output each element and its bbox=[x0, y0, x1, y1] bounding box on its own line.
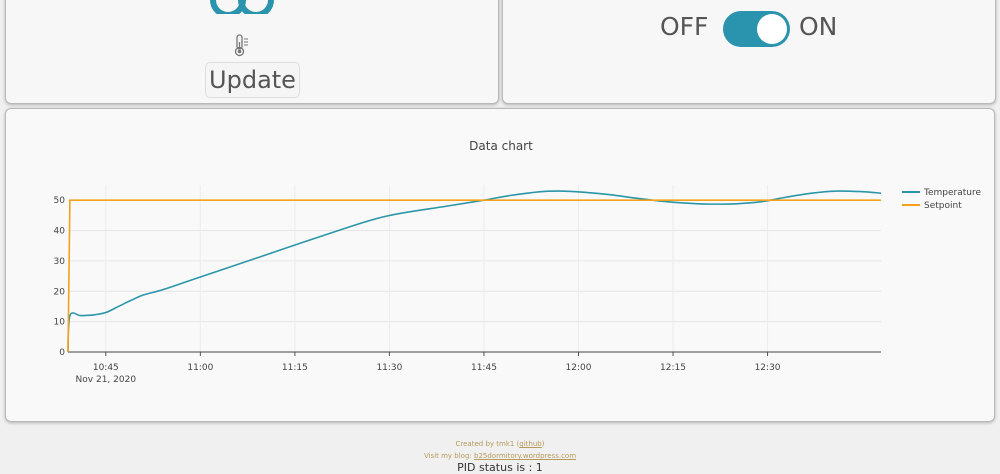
series-line-temperature bbox=[67, 190, 882, 353]
footer-created: Created by tmk1 (github) bbox=[455, 440, 545, 448]
update-button[interactable]: Update bbox=[205, 62, 300, 98]
chart-title: Data chart bbox=[469, 139, 533, 153]
footer-blog: Visit my blog: b25dormitory.wordpress.co… bbox=[423, 452, 577, 460]
chart-card bbox=[5, 108, 995, 422]
x-tick-label: 11:30 bbox=[376, 363, 402, 373]
y-tick-label: 20 bbox=[54, 287, 66, 297]
series-line-setpoint bbox=[67, 199, 881, 353]
y-tick-label: 50 bbox=[54, 196, 66, 206]
x-date-label: Nov 21, 2020 bbox=[76, 375, 137, 385]
blog-link[interactable]: b25dormitory.wordpress.com bbox=[474, 452, 577, 460]
x-tick-label: 11:00 bbox=[187, 363, 213, 373]
x-tick-label: 11:15 bbox=[282, 363, 308, 373]
x-tick-label: 12:30 bbox=[755, 363, 781, 373]
switch-off-label: OFF bbox=[660, 12, 709, 41]
y-tick-label: 30 bbox=[54, 257, 66, 267]
x-tick-label: 12:00 bbox=[566, 363, 592, 373]
y-tick-label: 0 bbox=[59, 348, 65, 358]
x-tick-label: 11:45 bbox=[471, 363, 497, 373]
temperature-gauge bbox=[208, 0, 274, 14]
pid-status-text: PID status is : 1 bbox=[457, 461, 543, 474]
thermometer-icon bbox=[234, 34, 248, 57]
x-tick-label: 10:45 bbox=[93, 363, 119, 373]
legend-label-temperature[interactable]: Temperature bbox=[923, 188, 981, 198]
pid-toggle-switch[interactable] bbox=[723, 11, 790, 47]
github-link[interactable]: github bbox=[519, 440, 542, 448]
toggle-knob bbox=[757, 14, 787, 44]
y-tick-label: 40 bbox=[54, 227, 66, 237]
legend-label-setpoint[interactable]: Setpoint bbox=[924, 201, 962, 211]
switch-on-label: ON bbox=[799, 12, 838, 41]
x-tick-label: 12:15 bbox=[660, 363, 686, 373]
y-tick-label: 10 bbox=[54, 318, 66, 328]
